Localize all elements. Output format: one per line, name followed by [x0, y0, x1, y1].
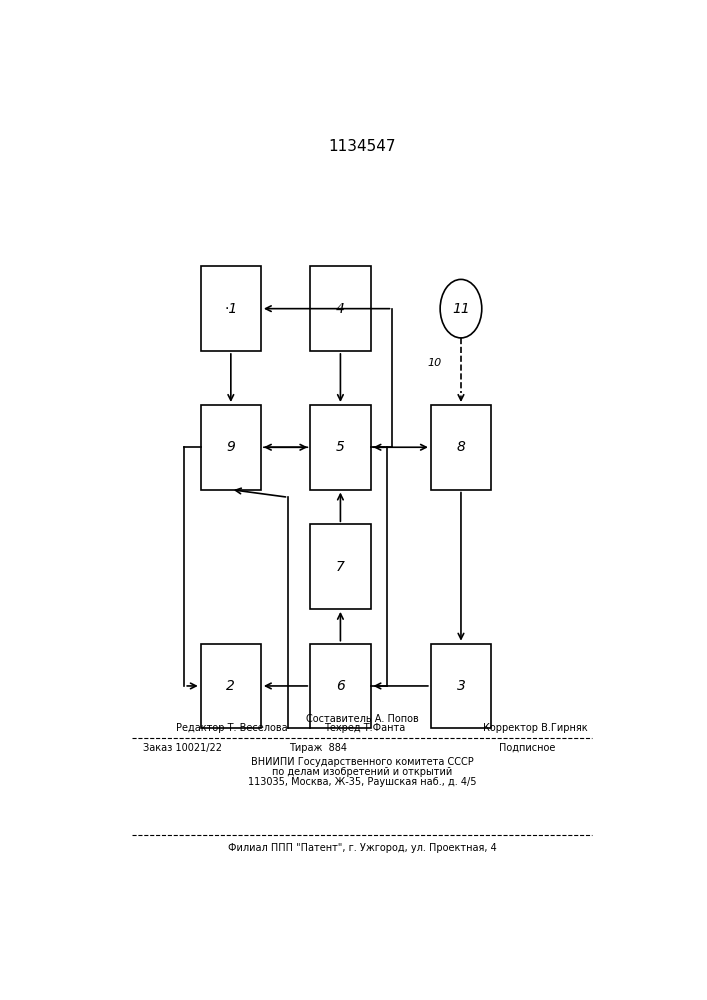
Text: 10: 10 — [427, 358, 441, 368]
Text: Корректор В.Гирняк: Корректор В.Гирняк — [483, 723, 588, 733]
Text: 3: 3 — [457, 679, 465, 693]
Bar — [201, 644, 261, 728]
Text: 8: 8 — [457, 440, 465, 454]
Text: по делам изобретений и открытий: по делам изобретений и открытий — [272, 767, 452, 777]
Text: 4: 4 — [336, 302, 345, 316]
Text: ⋅1: ⋅1 — [224, 302, 238, 316]
Text: Редактор Т. Веселова: Редактор Т. Веселова — [176, 723, 288, 733]
Bar — [310, 644, 370, 728]
Text: 11: 11 — [452, 302, 470, 316]
Text: ВНИИПИ Государственного комитета СССР: ВНИИПИ Государственного комитета СССР — [251, 757, 474, 767]
Text: Филиал ППП "Патент", г. Ужгород, ул. Проектная, 4: Филиал ППП "Патент", г. Ужгород, ул. Про… — [228, 843, 497, 853]
Bar — [201, 405, 261, 490]
Text: 2: 2 — [226, 679, 235, 693]
Text: 5: 5 — [336, 440, 345, 454]
Bar — [310, 405, 370, 490]
Bar — [431, 405, 491, 490]
Text: Подписное: Подписное — [499, 743, 556, 753]
Bar — [201, 266, 261, 351]
Bar — [310, 266, 370, 351]
Text: Тираж  884: Тираж 884 — [289, 743, 348, 753]
Text: 9: 9 — [226, 440, 235, 454]
Text: 6: 6 — [336, 679, 345, 693]
Bar — [310, 524, 370, 609]
Text: 1134547: 1134547 — [329, 139, 396, 154]
Text: Составитель А. Попов: Составитель А. Попов — [306, 714, 419, 724]
Bar — [431, 644, 491, 728]
Text: Техред Т.Фанта: Техред Т.Фанта — [324, 723, 405, 733]
Text: 113035, Москва, Ж-35, Раушская наб., д. 4/5: 113035, Москва, Ж-35, Раушская наб., д. … — [248, 777, 477, 787]
Text: Заказ 10021/22: Заказ 10021/22 — [144, 743, 222, 753]
Text: 7: 7 — [336, 560, 345, 574]
